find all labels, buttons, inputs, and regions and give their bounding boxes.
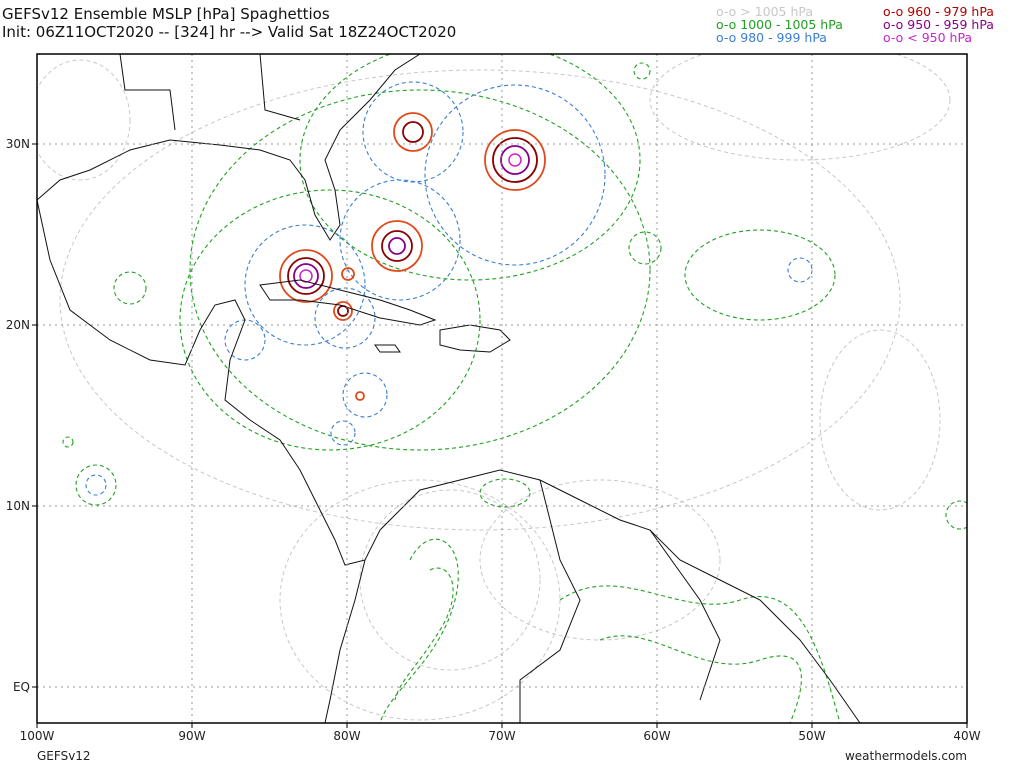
coastline <box>439 324 511 353</box>
legend-entry: o-o < 950 hPa <box>883 30 972 45</box>
green-contour <box>633 62 651 80</box>
green-contour <box>479 478 531 508</box>
lon-label: 100W <box>20 729 55 743</box>
footer-site: weathermodels.com <box>845 749 967 763</box>
blue-contour <box>244 224 366 346</box>
red-contour <box>371 220 423 272</box>
green-contour <box>179 189 481 451</box>
gray-contour <box>359 489 541 671</box>
title: GEFSv12 Ensemble MSLP [hPa] Spaghettios <box>2 5 330 23</box>
gray-contour <box>59 69 901 531</box>
purp-contour <box>500 145 530 175</box>
map-area <box>37 54 967 723</box>
coastline <box>37 54 301 160</box>
green-contour <box>189 89 651 451</box>
lon-label: 80W <box>333 729 360 743</box>
green-contour <box>113 271 147 305</box>
green-contour <box>75 464 117 506</box>
lon-label: 90W <box>178 729 205 743</box>
gray-contour <box>819 329 941 511</box>
green-contour <box>299 54 641 281</box>
blue-contour <box>85 474 107 496</box>
coastline <box>37 199 861 723</box>
green-contour <box>599 635 802 723</box>
coastline <box>37 54 421 241</box>
lat-label: EQ <box>13 680 30 694</box>
legend-entry: o-o 1000 - 1005 hPa <box>716 17 843 32</box>
red-contour <box>393 112 433 152</box>
init-line: Init: 06Z11OCT2020 -- [324] hr --> Valid… <box>2 23 456 41</box>
gray-contour <box>479 479 721 641</box>
dred-contour <box>402 121 424 143</box>
purp-contour <box>293 263 319 289</box>
coastline <box>519 479 721 723</box>
coastline <box>374 344 401 353</box>
red-contour <box>279 249 333 303</box>
red-contour <box>333 301 353 321</box>
blue-contour <box>342 372 388 418</box>
red-contour <box>484 129 546 191</box>
coastline <box>259 279 437 326</box>
lat-label: 30N <box>6 137 30 151</box>
lon-label: 40W <box>953 729 980 743</box>
green-contour <box>628 231 662 265</box>
blue-contour <box>339 179 461 301</box>
gray-contour <box>649 54 951 161</box>
blue-contour <box>787 257 813 283</box>
legend-entry: o-o > 1005 hPa <box>716 4 813 19</box>
lon-label: 50W <box>798 729 825 743</box>
blue-contour <box>362 81 464 183</box>
blue-contour <box>224 319 266 361</box>
grid: 100W 90W 80W 70W 60W 50W 40W 30N 20N 10N EQ <box>6 54 981 743</box>
red-contour <box>355 391 365 401</box>
dred-contour <box>492 137 538 183</box>
footer-model: GEFSv12 <box>37 749 91 763</box>
dred-contour <box>287 257 325 295</box>
red-contour <box>341 267 355 281</box>
legend-entry: o-o 980 - 999 hPa <box>716 30 827 45</box>
green-contour <box>559 585 841 723</box>
legend-entry: o-o 950 - 959 hPa <box>883 17 994 32</box>
green-contour <box>945 500 967 530</box>
blue-contour <box>314 287 376 349</box>
green-contour <box>684 229 836 321</box>
coastline <box>324 559 366 723</box>
mag-contour <box>508 153 522 167</box>
map-frame <box>36 53 968 724</box>
lon-label: 70W <box>488 729 515 743</box>
green-contour <box>62 436 74 448</box>
lat-label: 10N <box>6 499 30 513</box>
lat-label: 20N <box>6 318 30 332</box>
dred-contour <box>381 230 413 262</box>
gray-contour <box>37 59 131 181</box>
purp-contour <box>388 237 406 255</box>
green-contour <box>394 567 454 701</box>
legend-entry: o-o 960 - 979 hPa <box>883 4 994 19</box>
lon-label: 60W <box>643 729 670 743</box>
blue-contour <box>330 420 356 446</box>
blue-contour <box>424 84 606 266</box>
gray-contour <box>279 479 561 721</box>
green-contour <box>379 538 459 723</box>
